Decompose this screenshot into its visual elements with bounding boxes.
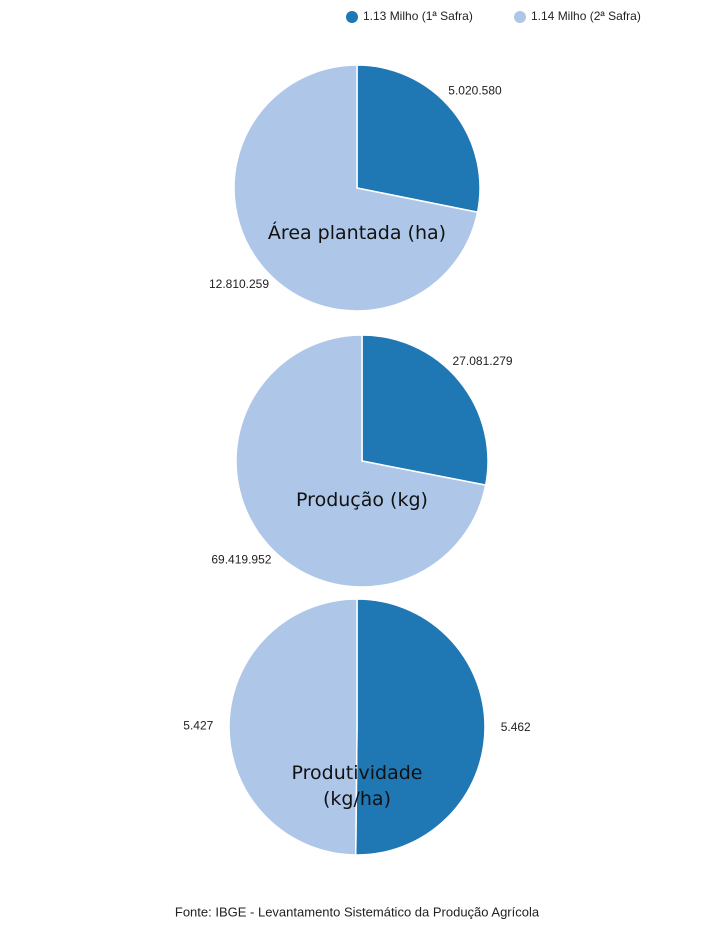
legend-marker	[346, 11, 358, 23]
source: Fonte: IBGE - Levantamento Sistemático d…	[175, 904, 540, 919]
pie-slice	[235, 334, 487, 588]
data-label: 69.419.952	[211, 553, 271, 567]
pie-slice	[361, 334, 489, 486]
data-label: 12.810.259	[209, 277, 269, 291]
pie-slice	[356, 64, 481, 214]
pie-slice	[354, 598, 486, 856]
pie-title: Produtividade (kg/ha)	[291, 762, 423, 810]
data-label: 5.462	[501, 720, 531, 734]
data-label: 27.081.279	[453, 354, 513, 368]
pie-slice	[233, 64, 479, 312]
legend-label: 1.14 Milho (2ª Safra)	[531, 9, 641, 23]
data-label: 5.020.580	[448, 84, 502, 98]
pie-slice	[228, 598, 358, 856]
pie-title: Produção (kg)	[296, 489, 428, 511]
legend-marker	[514, 11, 526, 23]
legend-label: 1.13 Milho (1ª Safra)	[363, 9, 473, 23]
data-label: 5.427	[183, 718, 213, 732]
pie-title: Área plantada (ha)	[267, 222, 447, 244]
